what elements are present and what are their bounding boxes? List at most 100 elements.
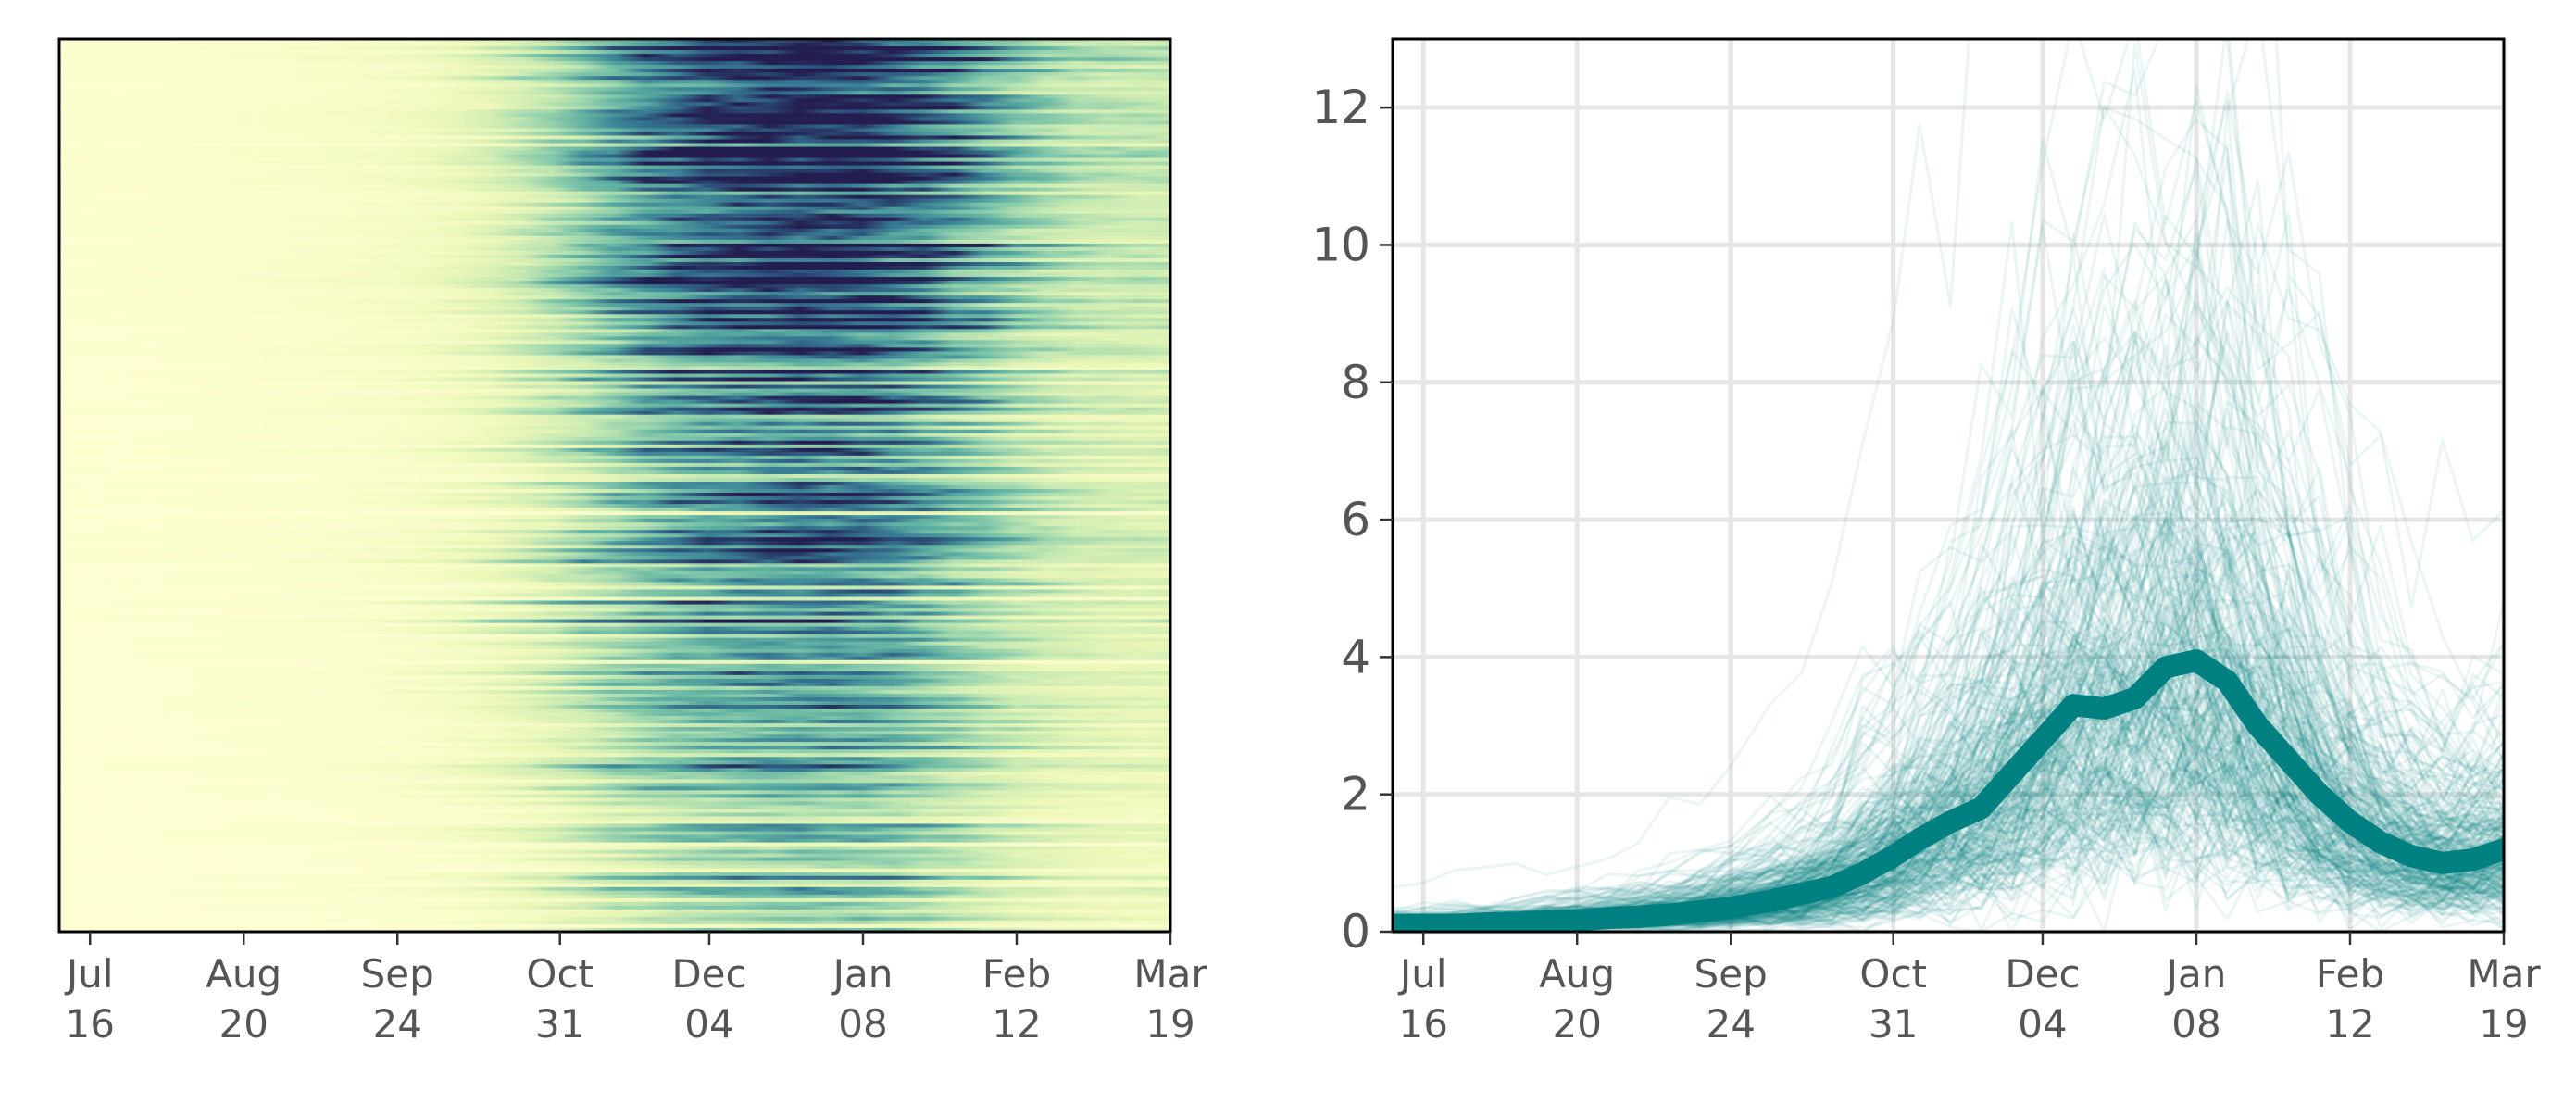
line-plot-frame bbox=[1391, 37, 2506, 934]
x-tick-label-day: 08 bbox=[838, 1001, 887, 1047]
heatmap-row bbox=[59, 533, 1170, 538]
heatmap-row bbox=[59, 548, 1170, 553]
heatmap-row bbox=[59, 414, 1170, 420]
heatmap-row bbox=[59, 132, 1170, 137]
heatmap-row bbox=[59, 91, 1170, 95]
heatmap-row bbox=[59, 838, 1170, 844]
individual-series-line bbox=[1393, 39, 2504, 915]
heatmap-row bbox=[59, 648, 1170, 654]
x-tick-label-month: Dec bbox=[671, 951, 746, 997]
heatmap-row bbox=[59, 537, 1170, 542]
heatmap-row bbox=[59, 318, 1170, 322]
heatmap-row bbox=[59, 295, 1170, 300]
heatmap-row bbox=[59, 106, 1170, 110]
heatmap-row bbox=[59, 288, 1170, 293]
x-tick-label-day: 24 bbox=[372, 1001, 421, 1047]
heatmap-row bbox=[59, 373, 1170, 379]
heatmap-row bbox=[59, 879, 1170, 884]
heatmap-row bbox=[59, 753, 1170, 758]
heatmap-row bbox=[59, 228, 1170, 233]
heatmap-row bbox=[59, 65, 1170, 69]
heatmap-row bbox=[59, 909, 1170, 914]
heatmap-row bbox=[59, 794, 1170, 798]
heatmap-row bbox=[59, 39, 1170, 44]
heatmap-row bbox=[59, 641, 1170, 646]
individual-series-line bbox=[1393, 515, 2504, 922]
heatmap-row bbox=[59, 901, 1170, 907]
heatmap-row bbox=[59, 473, 1170, 479]
x-tick-label-month: Jan bbox=[2164, 951, 2227, 997]
heatmap-row bbox=[59, 530, 1170, 534]
heatmap-row bbox=[59, 626, 1170, 632]
heatmap-row bbox=[59, 128, 1170, 133]
heatmap-row bbox=[59, 500, 1170, 505]
heatmap-row bbox=[59, 727, 1170, 732]
heatmap-row bbox=[59, 481, 1170, 486]
heatmap-row bbox=[59, 80, 1170, 84]
heatmap-row bbox=[59, 217, 1170, 222]
heatmap-row bbox=[59, 890, 1170, 896]
heatmap-row bbox=[59, 72, 1170, 77]
x-tick-label-day: 12 bbox=[992, 1001, 1041, 1047]
heatmap-row bbox=[59, 194, 1170, 200]
heatmap-row bbox=[59, 124, 1170, 129]
heatmap-row bbox=[59, 905, 1170, 910]
heatmap-row bbox=[59, 559, 1170, 564]
heatmap-row bbox=[59, 696, 1170, 702]
heatmap-row bbox=[59, 805, 1170, 810]
individual-series-line bbox=[1393, 39, 2504, 889]
heatmap-row bbox=[59, 351, 1170, 357]
heatmap-row bbox=[59, 720, 1170, 724]
heatmap-row bbox=[59, 779, 1170, 784]
heatmap-row bbox=[59, 515, 1170, 520]
x-tick-label-month: Sep bbox=[361, 951, 434, 997]
heatmap-row bbox=[59, 340, 1170, 345]
heatmap-row bbox=[59, 410, 1170, 416]
heatmap-row bbox=[59, 872, 1170, 877]
heatmap-row bbox=[59, 172, 1170, 178]
heatmap-row bbox=[59, 663, 1170, 669]
heatmap-row bbox=[59, 46, 1170, 51]
heatmap-row bbox=[59, 589, 1170, 595]
heatmap-row bbox=[59, 894, 1170, 899]
individual-series-line bbox=[1393, 106, 2504, 913]
heatmap-row bbox=[59, 381, 1170, 386]
heatmap-row bbox=[59, 54, 1170, 58]
heatmap-row bbox=[59, 853, 1170, 859]
individual-series-line bbox=[1393, 472, 2504, 924]
individual-series-line bbox=[1393, 143, 2504, 918]
x-tick-label-day: 19 bbox=[2479, 1001, 2528, 1047]
heatmap-row bbox=[59, 332, 1170, 337]
heatmap-row bbox=[59, 257, 1170, 263]
heatmap-row bbox=[59, 157, 1170, 163]
individual-series-line bbox=[1393, 166, 2504, 923]
heatmap-row bbox=[59, 451, 1170, 457]
heatmap-row bbox=[59, 760, 1170, 765]
heatmap-row bbox=[59, 757, 1170, 761]
individual-series-line bbox=[1393, 340, 2504, 922]
heatmap-row bbox=[59, 678, 1170, 684]
heatmap-row bbox=[59, 477, 1170, 483]
heatmap-row bbox=[59, 169, 1170, 174]
heatmap-row bbox=[59, 604, 1170, 609]
x-tick-label-month: Oct bbox=[1859, 951, 1927, 997]
heatmap-row bbox=[59, 466, 1170, 471]
heatmap-row bbox=[59, 682, 1170, 687]
heatmap-row bbox=[59, 458, 1170, 464]
x-tick-label-day: 31 bbox=[535, 1001, 584, 1047]
heatmap-row bbox=[59, 277, 1170, 282]
heatmap-row bbox=[59, 43, 1170, 47]
heatmap-row bbox=[59, 444, 1170, 449]
heatmap-row bbox=[59, 198, 1170, 204]
heatmap-row bbox=[59, 83, 1170, 88]
heatmap-row bbox=[59, 362, 1170, 368]
heatmap-row bbox=[59, 69, 1170, 73]
heatmap-row bbox=[59, 820, 1170, 825]
x-tick-label-month: Aug bbox=[206, 951, 281, 997]
heatmap-row bbox=[59, 392, 1170, 397]
individual-series-line bbox=[1393, 481, 2504, 922]
x-tick-label-month: Dec bbox=[2005, 951, 2080, 997]
